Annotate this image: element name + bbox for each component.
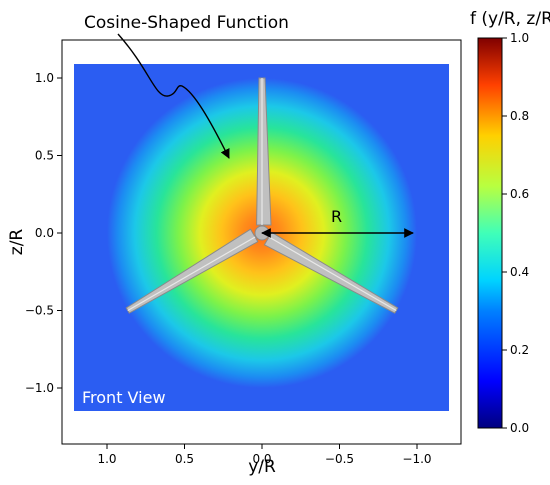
rotor bbox=[125, 77, 399, 314]
y-axis-ticks: 1.0 0.5 0.0 −0.5 −1.0 bbox=[25, 71, 62, 395]
front-view-label: Front View bbox=[82, 388, 166, 407]
colorbar-tick-label: 0.4 bbox=[510, 265, 529, 279]
x-tick-label: −0.5 bbox=[325, 452, 354, 466]
y-tick-label: 0.5 bbox=[35, 149, 54, 163]
y-axis-label: z/R bbox=[7, 229, 27, 256]
colorbar-tick-label: 1.0 bbox=[510, 31, 529, 45]
cosine-function-label: Cosine-Shaped Function bbox=[84, 13, 289, 33]
rotor-blade-highlight bbox=[127, 236, 256, 312]
x-tick-label: 0.5 bbox=[175, 452, 194, 466]
x-axis-ticks: 1.0 0.5 0.0 −0.5 −1.0 bbox=[97, 444, 432, 466]
colorbar-tick-label: 0.8 bbox=[510, 109, 529, 123]
colorbar-tick-label: 0.2 bbox=[510, 343, 529, 357]
y-tick-label: −0.5 bbox=[25, 304, 54, 318]
colorbar-tick-label: 0.6 bbox=[510, 187, 529, 201]
colorbar-tick-label: 0.0 bbox=[510, 421, 529, 435]
colorbar-label: f (y/R, z/R) bbox=[470, 9, 550, 29]
cosine-annotation-arrow bbox=[117, 33, 230, 159]
colorbar-ticks: 0.0 0.2 0.4 0.6 0.8 1.0 bbox=[502, 31, 529, 435]
x-tick-label: 1.0 bbox=[97, 452, 116, 466]
x-axis-label: y/R bbox=[248, 457, 276, 477]
y-tick-label: 1.0 bbox=[35, 71, 54, 85]
radius-label: R bbox=[331, 207, 342, 226]
rotor-blade-highlight bbox=[268, 236, 397, 312]
y-tick-label: −1.0 bbox=[25, 381, 54, 395]
colorbar bbox=[477, 37, 503, 429]
x-tick-label: 0.0 bbox=[252, 452, 271, 466]
x-tick-label: −1.0 bbox=[402, 452, 431, 466]
y-tick-label: 0.0 bbox=[35, 226, 54, 240]
